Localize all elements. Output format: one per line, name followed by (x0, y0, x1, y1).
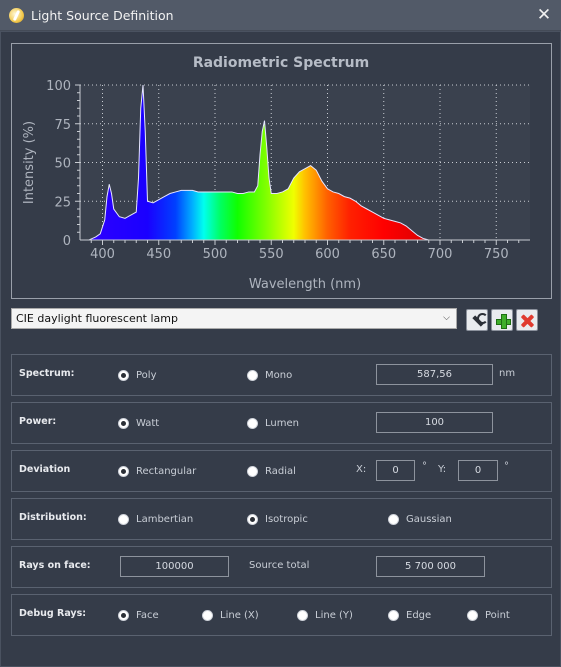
rays-label: Rays on face: (19, 560, 91, 571)
close-button[interactable]: ✕ (536, 5, 552, 25)
power-lumen-radio[interactable]: Lumen (247, 414, 299, 432)
radio-unselected-icon (118, 513, 129, 525)
distribution-gaussian-radio[interactable]: Gaussian (388, 510, 452, 528)
x-tick-label: 450 (146, 247, 171, 262)
y-tick-label: 0 (63, 234, 71, 249)
window-title: Light Source Definition (31, 8, 174, 23)
debug-point-radio[interactable]: Point (467, 606, 510, 624)
radio-unselected-icon (388, 513, 399, 525)
radio-label: Radial (265, 465, 296, 477)
x-axis-label: Wavelength (nm) (249, 277, 361, 292)
power-group: Power: Watt Lumen 100 (11, 402, 552, 444)
radio-label: Mono (265, 369, 293, 381)
chevron-down-icon: ⌵ (443, 313, 450, 323)
source-total-label: Source total (249, 560, 310, 571)
light-bulb-icon (9, 8, 24, 23)
distribution-lambertian-radio[interactable]: Lambertian (118, 510, 193, 528)
wavelength-input[interactable]: 587,56 (376, 364, 493, 385)
debug-face-radio[interactable]: Face (118, 606, 159, 624)
radio-label: Gaussian (406, 513, 452, 525)
deviation-rectangular-radio[interactable]: Rectangular (118, 462, 196, 480)
lamp-preset-select[interactable]: CIE daylight fluorescent lamp ⌵ (11, 308, 457, 329)
radio-unselected-icon (467, 609, 478, 621)
spectrum-area (80, 85, 530, 240)
debug-rays-label: Debug Rays: (19, 608, 87, 619)
spectrum-group: Spectrum: Poly Mono 587,56 nm (11, 354, 552, 396)
radio-label: Poly (136, 369, 157, 381)
radio-selected-icon (118, 609, 129, 621)
radio-label: Watt (136, 417, 160, 429)
spectrum-chart-svg: 400 450 500 550 600 650 700 750 0 25 50 75 100 Radiom… (22, 55, 530, 292)
y-tick-label: 50 (54, 157, 71, 172)
y-axis-label: Intensity (%) (22, 121, 37, 204)
x-tick-label: 400 (90, 247, 115, 262)
distribution-group: Distribution: Lambertian Isotropic Gauss… (11, 498, 552, 540)
radio-label: Rectangular (136, 465, 197, 477)
radio-unselected-icon (297, 609, 308, 621)
title-bar: Light Source Definition ✕ (0, 0, 561, 31)
radio-label: Line (X) (220, 609, 259, 621)
rays-on-face-input[interactable]: 100000 (120, 556, 229, 577)
spectrum-chart: 400 450 500 550 600 650 700 750 0 25 50 75 100 Radiom… (11, 43, 552, 299)
power-input[interactable]: 100 (376, 412, 493, 433)
deviation-group: Deviation Rectangular Radial X: 0 ° Y: 0… (11, 450, 552, 492)
debug-edge-radio[interactable]: Edge (388, 606, 431, 624)
debug-rays-group: Debug Rays: Face Line (X) Line (Y) Edge … (11, 594, 552, 636)
power-watt-radio[interactable]: Watt (118, 414, 159, 432)
deviation-label: Deviation (19, 464, 71, 475)
radio-label: Line (Y) (315, 609, 353, 621)
y-tick-label: 25 (54, 195, 71, 210)
x-tick-label: 700 (428, 247, 453, 262)
radio-unselected-icon (247, 465, 258, 477)
x-tick-label: 550 (259, 247, 284, 262)
cross-icon[interactable] (516, 309, 538, 331)
deviation-y-label: Y: (438, 464, 447, 475)
x-tick-label: 500 (203, 247, 228, 262)
radio-label: Edge (406, 609, 432, 621)
wrench-icon[interactable] (466, 309, 488, 331)
radio-label: Lumen (265, 417, 299, 429)
deviation-radial-radio[interactable]: Radial (247, 462, 296, 480)
spectrum-label: Spectrum: (19, 368, 75, 379)
deviation-x-unit: ° (422, 461, 427, 472)
deviation-x-input[interactable]: 0 (376, 460, 415, 481)
radio-selected-icon (118, 417, 129, 429)
radio-label: Lambertian (136, 513, 194, 525)
wavelength-unit: nm (499, 368, 516, 379)
radio-selected-icon (118, 369, 129, 381)
deviation-y-unit: ° (504, 461, 509, 472)
radio-unselected-icon (247, 369, 258, 381)
y-tick-label: 100 (46, 79, 71, 94)
distribution-isotropic-radio[interactable]: Isotropic (247, 510, 308, 528)
radio-unselected-icon (388, 609, 399, 621)
radio-label: Isotropic (265, 513, 308, 525)
lamp-preset-value: CIE daylight fluorescent lamp (16, 312, 178, 325)
debug-line-x-radio[interactable]: Line (X) (202, 606, 259, 624)
x-tick-label: 750 (484, 247, 509, 262)
deviation-y-input[interactable]: 0 (458, 460, 498, 481)
radio-selected-icon (247, 513, 258, 525)
chart-title: Radiometric Spectrum (193, 55, 369, 71)
source-total-field: 5 700 000 (376, 556, 485, 577)
spectrum-poly-radio[interactable]: Poly (118, 366, 157, 384)
radio-unselected-icon (202, 609, 213, 621)
radio-label: Face (136, 609, 159, 621)
radio-selected-icon (118, 465, 129, 477)
spectrum-line (80, 84, 530, 241)
power-label: Power: (19, 416, 57, 427)
y-tick-label: 75 (54, 118, 71, 133)
deviation-x-label: X: (356, 464, 367, 475)
rays-group: Rays on face: 100000 Source total 5 700 … (11, 546, 552, 588)
spectrum-mono-radio[interactable]: Mono (247, 366, 292, 384)
x-tick-label: 650 (371, 247, 396, 262)
plus-icon[interactable] (491, 309, 513, 331)
distribution-label: Distribution: (19, 512, 87, 523)
radio-label: Point (485, 609, 510, 621)
radio-unselected-icon (247, 417, 258, 429)
debug-line-y-radio[interactable]: Line (Y) (297, 606, 353, 624)
x-tick-label: 600 (315, 247, 340, 262)
